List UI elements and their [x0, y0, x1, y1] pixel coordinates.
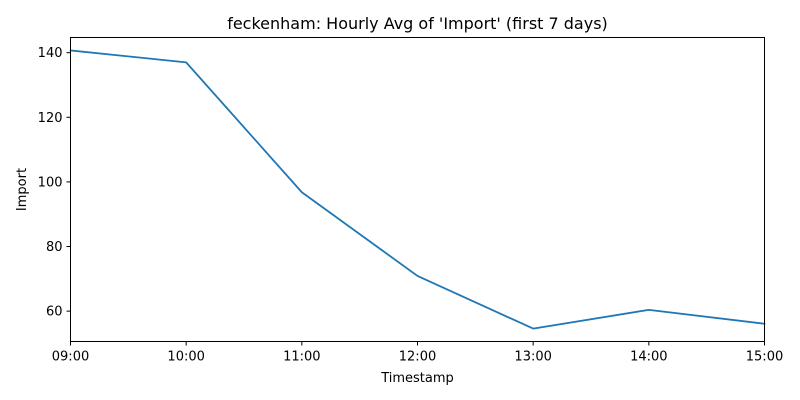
x-axis-label: Timestamp	[380, 371, 454, 386]
plot-frame	[70, 37, 765, 342]
y-tick-label: 100	[38, 175, 63, 190]
y-tick-label: 60	[46, 305, 63, 320]
y-tick-label: 140	[38, 46, 63, 61]
plot-area	[69, 49, 766, 330]
y-axis: 60 80 100 120 140	[38, 46, 71, 320]
x-tick-label: 10:00	[167, 350, 204, 365]
x-tick-label: 14:00	[630, 350, 667, 365]
y-tick-label: 80	[46, 240, 63, 255]
x-tick-label: 11:00	[283, 350, 320, 365]
x-tick-label: 12:00	[399, 350, 436, 365]
y-tick-label: 120	[38, 111, 63, 126]
y-axis-label: Import	[15, 168, 30, 211]
x-axis: 09:00 10:00 11:00 12:00 13:00 14:00 15:00	[52, 341, 783, 365]
series-line	[69, 49, 766, 330]
x-tick-label: 13:00	[514, 350, 551, 365]
x-tick-label: 15:00	[746, 350, 783, 365]
chart-title: feckenham: Hourly Avg of 'Import' (first…	[227, 14, 608, 33]
x-tick-label: 09:00	[52, 350, 89, 365]
